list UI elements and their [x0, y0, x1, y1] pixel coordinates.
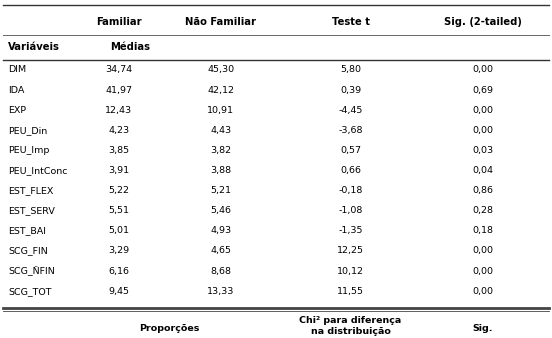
Text: 13,33: 13,33: [207, 287, 235, 296]
Text: 3,91: 3,91: [108, 166, 129, 175]
Text: SCG_TOT: SCG_TOT: [8, 287, 52, 296]
Text: 6,16: 6,16: [108, 267, 129, 275]
Text: 5,01: 5,01: [108, 226, 129, 235]
Text: 41,97: 41,97: [105, 86, 132, 95]
Text: 5,51: 5,51: [108, 206, 129, 215]
Text: 0,00: 0,00: [473, 106, 493, 115]
Text: EST_FLEX: EST_FLEX: [8, 186, 54, 195]
Text: 0,00: 0,00: [473, 267, 493, 275]
Text: 3,88: 3,88: [210, 166, 231, 175]
Text: 34,74: 34,74: [105, 66, 132, 74]
Text: 12,43: 12,43: [105, 106, 132, 115]
Text: 0,39: 0,39: [340, 86, 361, 95]
Text: -0,18: -0,18: [338, 186, 363, 195]
Text: Médias: Médias: [110, 42, 150, 52]
Text: 5,80: 5,80: [340, 66, 361, 74]
Text: SCG_FIN: SCG_FIN: [8, 246, 48, 256]
Text: 5,46: 5,46: [210, 206, 231, 215]
Text: Chi² para diferença
na distribuição: Chi² para diferença na distribuição: [299, 316, 402, 337]
Text: 0,00: 0,00: [473, 287, 493, 296]
Text: EXP: EXP: [8, 106, 26, 115]
Text: 42,12: 42,12: [208, 86, 234, 95]
Text: 5,22: 5,22: [108, 186, 129, 195]
Text: 0,04: 0,04: [473, 166, 493, 175]
Text: -1,08: -1,08: [338, 206, 363, 215]
Text: -4,45: -4,45: [338, 106, 363, 115]
Text: 0,28: 0,28: [473, 206, 493, 215]
Text: 3,85: 3,85: [108, 146, 129, 155]
Text: 5,21: 5,21: [210, 186, 231, 195]
Text: 0,86: 0,86: [473, 186, 493, 195]
Text: 4,23: 4,23: [108, 126, 129, 135]
Text: 0,00: 0,00: [473, 246, 493, 256]
Text: 4,65: 4,65: [210, 246, 231, 256]
Text: 0,00: 0,00: [473, 66, 493, 74]
Text: PEU_Din: PEU_Din: [8, 126, 47, 135]
Text: Sig.: Sig.: [473, 324, 493, 333]
Text: -3,68: -3,68: [338, 126, 363, 135]
Text: 9,45: 9,45: [108, 287, 129, 296]
Text: 45,30: 45,30: [207, 66, 235, 74]
Text: IDA: IDA: [8, 86, 25, 95]
Text: 0,00: 0,00: [473, 126, 493, 135]
Text: 10,91: 10,91: [208, 106, 234, 115]
Text: 0,03: 0,03: [473, 146, 493, 155]
Text: PEU_IntConc: PEU_IntConc: [8, 166, 68, 175]
Text: 3,29: 3,29: [108, 246, 129, 256]
Text: SCG_ÑFIN: SCG_ÑFIN: [8, 266, 55, 276]
Text: 3,82: 3,82: [210, 146, 231, 155]
Text: Sig. (2-tailed): Sig. (2-tailed): [444, 17, 522, 27]
Text: PEU_Imp: PEU_Imp: [8, 146, 50, 155]
Text: Familiar: Familiar: [96, 17, 141, 27]
Text: 8,68: 8,68: [210, 267, 231, 275]
Text: Não Familiar: Não Familiar: [185, 17, 256, 27]
Text: 12,25: 12,25: [337, 246, 364, 256]
Text: 4,43: 4,43: [210, 126, 231, 135]
Text: DIM: DIM: [8, 66, 26, 74]
Text: 11,55: 11,55: [337, 287, 364, 296]
Text: Teste t: Teste t: [332, 17, 369, 27]
Text: 0,57: 0,57: [340, 146, 361, 155]
Text: 4,93: 4,93: [210, 226, 231, 235]
Text: 10,12: 10,12: [337, 267, 364, 275]
Text: 0,69: 0,69: [473, 86, 493, 95]
Text: 0,18: 0,18: [473, 226, 493, 235]
Text: EST_SERV: EST_SERV: [8, 206, 55, 215]
Text: EST_BAI: EST_BAI: [8, 226, 46, 235]
Text: Variáveis: Variáveis: [8, 42, 60, 52]
Text: 0,66: 0,66: [340, 166, 361, 175]
Text: -1,35: -1,35: [338, 226, 363, 235]
Text: Proporções: Proporções: [140, 324, 200, 333]
